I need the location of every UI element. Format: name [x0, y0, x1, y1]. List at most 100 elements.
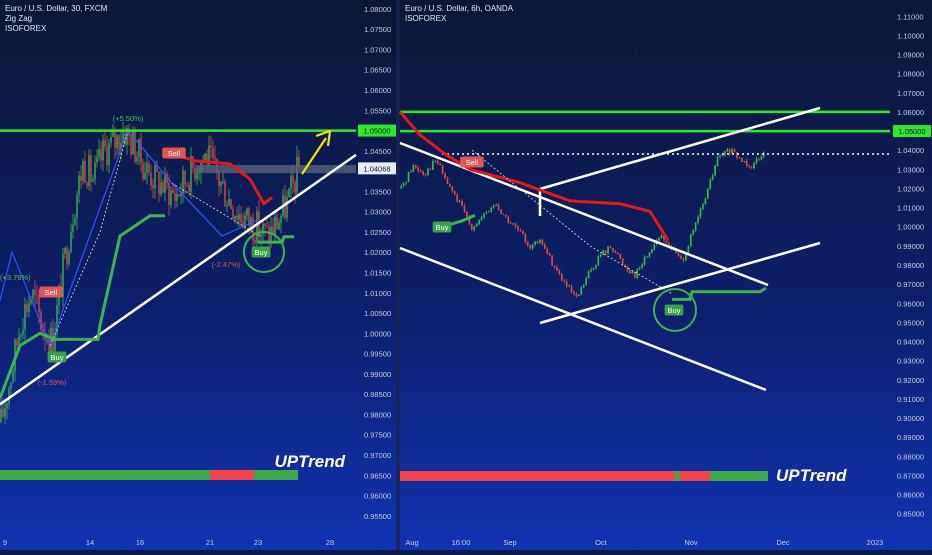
right-candle — [636, 268, 639, 280]
left-y-tick-label: 1.01000 — [364, 289, 391, 298]
right-candle-body — [704, 198, 707, 204]
right-candle — [570, 284, 573, 294]
left-candle-body — [264, 223, 266, 226]
right-candle — [543, 242, 546, 249]
left-candle-body — [166, 173, 168, 183]
right-candle-body — [570, 286, 573, 292]
left-candle-body — [112, 131, 114, 137]
right-candle — [553, 265, 556, 269]
right-candle-body — [434, 160, 437, 162]
left-candle-body — [298, 156, 300, 167]
left-candle-body — [78, 175, 80, 195]
left-candle-body — [238, 214, 240, 220]
left-candle — [174, 183, 176, 209]
right-candle-body — [633, 271, 636, 278]
left-candle — [164, 167, 166, 202]
right-candle — [439, 162, 442, 166]
left-candle-body — [26, 304, 28, 313]
right-candle-body — [429, 168, 432, 170]
right-candle-body — [582, 284, 585, 288]
left-candle — [234, 215, 236, 224]
right-candle — [519, 228, 522, 232]
right-candle-body — [760, 156, 763, 160]
right-candle — [582, 284, 585, 289]
right-x-tick-label: Oct — [595, 538, 608, 547]
right-candle-body — [400, 186, 403, 189]
right-candle-body — [541, 239, 544, 245]
left-candle-body — [40, 312, 42, 330]
right-candle-body — [697, 216, 699, 223]
right-candle-body — [733, 149, 736, 152]
right-candle — [492, 204, 495, 209]
left-candle — [210, 135, 212, 159]
left-candle — [240, 205, 242, 227]
left-candle — [262, 219, 264, 242]
left-candle-body — [10, 382, 12, 389]
left-candle — [98, 139, 100, 162]
left-candle — [276, 209, 278, 230]
left-candle-body — [150, 172, 152, 186]
right-buy-signal-1-bg — [432, 221, 452, 233]
right-candle-body — [680, 255, 682, 259]
right-resistance-price-bg — [893, 125, 931, 138]
right-candle — [436, 158, 439, 165]
right-candle-body — [723, 151, 726, 155]
right-y-tick-label: 1.04000 — [897, 146, 924, 155]
left-y-tick-label: 1.06000 — [364, 86, 391, 95]
right-y-tick-label: 0.94000 — [897, 338, 924, 347]
left-candle-body — [222, 181, 224, 183]
left-y-tick-label: 0.97000 — [364, 451, 391, 460]
left-candle — [92, 174, 94, 183]
left-y-tick-label: 1.00000 — [364, 329, 391, 338]
right-candle-body — [473, 226, 476, 230]
right-candle-body — [531, 244, 534, 249]
left-candle-body — [206, 153, 208, 165]
right-candle — [522, 230, 524, 235]
right-candle-body — [560, 273, 563, 281]
right-candle-body — [480, 217, 483, 220]
right-candle — [745, 158, 748, 168]
right-y-tick-label: 0.93000 — [897, 357, 924, 366]
right-candle — [509, 221, 512, 224]
left-y-tick-label: 1.07000 — [364, 45, 391, 54]
left-candle-body — [148, 163, 150, 173]
right-candle — [427, 167, 429, 177]
left-candle — [158, 170, 160, 203]
left-candle — [72, 213, 74, 239]
left-x-tick-label: 28 — [326, 538, 334, 547]
right-candle — [441, 164, 444, 175]
right-candle-body — [444, 173, 446, 179]
left-current-price-label: 1.04068 — [363, 164, 390, 173]
left-candle-body — [266, 225, 268, 227]
left-candle — [278, 218, 280, 230]
right-candle — [619, 253, 622, 260]
right-candle — [638, 266, 641, 271]
left-candle — [280, 213, 282, 234]
right-candle-body — [743, 160, 746, 163]
left-candle-body — [176, 194, 178, 201]
left-trend-bar-green-1 — [0, 470, 210, 480]
right-candle — [733, 147, 736, 153]
right-candle-body — [500, 209, 502, 214]
left-candle-body — [204, 153, 206, 160]
right-candle — [458, 199, 461, 203]
right-candle — [424, 173, 427, 177]
right-candle-body — [706, 188, 709, 199]
right-candle — [595, 264, 597, 270]
left-candle-body — [42, 329, 44, 333]
left-candle-body — [120, 142, 122, 151]
right-candle — [609, 245, 612, 249]
right-candle-body — [665, 240, 668, 243]
right-candle-body — [519, 229, 522, 232]
right-candle-body — [755, 158, 758, 164]
right-candle — [431, 159, 434, 170]
right-candle-body — [512, 223, 515, 225]
right-candle-body — [580, 287, 583, 295]
right-candle — [585, 276, 588, 286]
left-candle — [64, 247, 66, 259]
right-candle-body — [565, 281, 568, 287]
right-x-tick-label: Aug — [405, 538, 418, 547]
right-candle-body — [558, 270, 561, 274]
left-candle — [218, 170, 220, 197]
right-candle — [592, 267, 595, 271]
